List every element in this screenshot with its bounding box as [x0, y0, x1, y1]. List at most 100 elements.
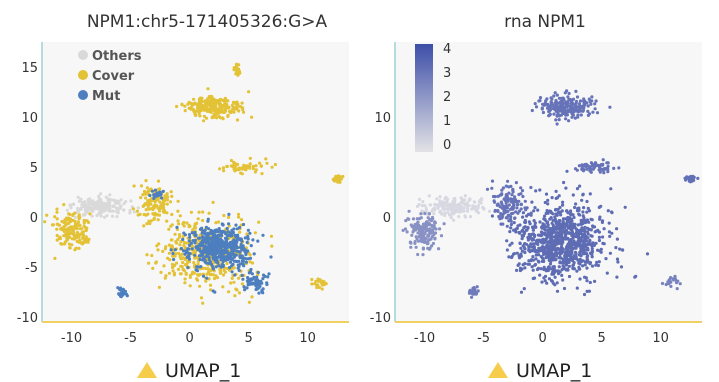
cell-point	[406, 217, 410, 221]
cell-point	[118, 204, 122, 208]
cell-point	[197, 103, 201, 107]
cell-point	[198, 272, 202, 276]
cell-point	[199, 265, 203, 269]
cell-point	[193, 256, 197, 260]
cell-point	[72, 225, 76, 229]
cell-point	[531, 232, 535, 236]
cell-point	[84, 235, 88, 239]
cell-point	[86, 198, 90, 202]
cell-point	[587, 97, 591, 101]
cell-point	[563, 91, 567, 95]
cell-point	[224, 239, 228, 244]
cell-point	[156, 179, 161, 183]
cell-point	[238, 250, 242, 254]
cell-point	[585, 289, 589, 293]
cell-point	[206, 87, 210, 91]
cell-point	[464, 202, 468, 206]
cell-point	[132, 184, 136, 188]
cell-point	[187, 233, 192, 237]
cell-point	[232, 110, 236, 114]
cell-point	[157, 285, 161, 289]
cell-point	[451, 202, 455, 206]
cell-point	[258, 284, 262, 288]
cell-point	[582, 252, 586, 256]
cell-point	[534, 241, 538, 245]
cell-point	[206, 98, 210, 102]
cell-point	[165, 219, 169, 223]
cell-point	[165, 192, 169, 196]
cell-point	[248, 270, 253, 274]
cell-point	[574, 89, 578, 93]
cell-point	[584, 164, 588, 168]
cell-point	[591, 167, 595, 171]
cell-point	[583, 236, 587, 241]
cell-point	[516, 203, 520, 207]
cell-point	[499, 212, 503, 216]
cell-point	[238, 238, 243, 242]
cell-point	[188, 235, 192, 239]
cell-point	[162, 264, 166, 268]
cell-point	[476, 203, 481, 207]
cell-point	[543, 214, 547, 218]
cell-point	[417, 203, 421, 207]
cell-point	[590, 218, 594, 222]
cell-point	[240, 166, 244, 170]
cell-point	[553, 217, 557, 221]
cell-point	[45, 213, 49, 217]
cell-point	[527, 236, 531, 240]
cell-point	[171, 254, 175, 258]
cell-point	[187, 243, 192, 247]
cell-point	[547, 277, 552, 281]
cell-point	[453, 197, 457, 201]
cell-point	[241, 222, 246, 227]
cell-point	[585, 258, 589, 262]
cell-point	[565, 102, 569, 106]
cell-point	[132, 210, 136, 214]
cell-point	[571, 193, 575, 197]
cell-point	[504, 184, 508, 188]
cell-point	[551, 212, 555, 216]
x-tick-label: -10	[61, 331, 82, 346]
cell-point	[561, 278, 565, 282]
cell-point	[105, 214, 109, 218]
cell-point	[70, 237, 74, 241]
cell-point	[498, 205, 502, 209]
cell-point	[100, 210, 104, 214]
cell-point	[197, 236, 201, 240]
cell-point	[422, 231, 426, 235]
cell-point	[578, 99, 583, 103]
cell-point	[63, 242, 67, 246]
cell-point	[507, 213, 511, 217]
cell-point	[238, 225, 242, 230]
cell-point	[167, 271, 171, 275]
cell-point	[508, 230, 512, 234]
cell-point	[566, 248, 570, 252]
cell-point	[594, 99, 598, 103]
cell-point	[588, 192, 592, 196]
cell-point	[540, 245, 545, 249]
cell-point	[108, 193, 112, 197]
cell-point	[257, 220, 261, 224]
cell-point	[675, 287, 679, 291]
cell-point	[191, 107, 195, 111]
cell-point	[203, 259, 207, 263]
cell-point	[420, 204, 424, 208]
cell-point	[175, 225, 179, 229]
cell-point	[577, 258, 581, 262]
x-tick-label: 5	[244, 331, 252, 346]
cell-point	[85, 240, 89, 244]
cell-point	[581, 259, 585, 263]
cell-point	[213, 104, 217, 108]
cell-point	[218, 271, 222, 275]
cell-point	[201, 210, 205, 214]
cell-point	[239, 171, 243, 175]
cell-point	[236, 73, 240, 77]
cell-point	[144, 192, 148, 196]
cell-point	[531, 226, 535, 230]
cell-point	[229, 234, 233, 238]
cell-point	[490, 186, 494, 190]
cell-point	[233, 273, 237, 277]
cell-point	[218, 246, 223, 250]
cell-point	[115, 215, 119, 219]
cell-point	[590, 255, 594, 259]
